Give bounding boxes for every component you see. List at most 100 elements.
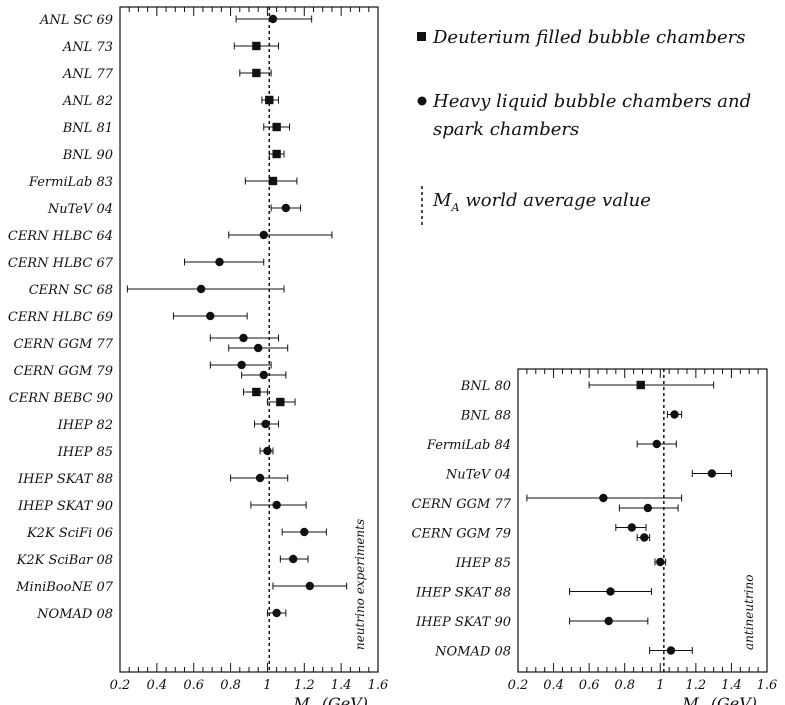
data-point-square [636,380,645,390]
experiment-label: NuTeV 04 [445,468,511,483]
data-point-square [276,397,285,407]
experiment-label: CERN GGM 77 [412,497,512,512]
data-point-circle [606,587,615,596]
x-tick-label: 1.4 [331,678,352,693]
experiment-label: BNL 80 [460,379,511,394]
x-tick-label: 1 [656,678,664,693]
data-point-circle [259,230,268,240]
experiment-label: IHEP SKAT 88 [415,586,511,601]
legend-circle-marker [417,96,427,106]
data-point-square [272,149,281,159]
data-point-circle [272,500,281,510]
experiment-label: CERN GGM 79 [412,527,512,542]
experiment-label: NOMAD 08 [36,607,113,622]
experiment-label: IHEP 85 [455,556,511,571]
experiment-label: CERN GGM 79 [14,364,114,379]
data-point-circle [268,14,278,24]
data-point-circle [261,419,270,429]
experiment-label: BNL 90 [62,148,113,163]
side-label: neutrino experiments [353,519,367,650]
experiment-label: CERN HLBC 64 [8,229,113,244]
data-point-square [252,387,261,397]
data-point-circle [259,370,268,380]
data-point-circle [196,284,206,294]
antineutrino-panel: 0.2 0.4 0.6 0.8 1 1.2 1.4 1.6MA(GeV) antineutrin… [412,368,778,705]
x-tick-label: 1.2 [294,678,315,693]
experiment-label: ANL 77 [62,67,114,82]
x-tick-label: 0.4 [147,678,168,693]
data-point-circle [263,446,272,456]
data-point-circle [656,557,665,567]
data-point-circle [281,203,291,213]
legend: Deuterium filled bubble chambers Heavy l… [417,27,751,228]
data-point-square [265,95,274,105]
x-tick-label: 0.2 [508,678,529,693]
data-point-circle [289,554,298,564]
data-point-circle [643,503,653,513]
data-point-circle [652,439,661,449]
data-point-circle [239,333,248,343]
data-point-circle [272,608,281,618]
plot-frame [119,6,379,673]
experiment-label: NOMAD 08 [434,645,511,660]
side-label: antineutrino [742,575,756,650]
x-axis-title: MA(GeV) [292,694,368,705]
data-point-circle [255,473,265,483]
x-axis-title: MA(GeV) [681,694,757,705]
x-tick-label: 0.8 [614,678,635,693]
data-point-circle [254,343,263,353]
x-tick-label: 1 [263,678,271,693]
experiment-label: MiniBooNE 07 [15,580,113,595]
experiment-label: IHEP SKAT 88 [17,472,113,487]
plot-frame [517,368,768,673]
experiment-label: ANL SC 69 [39,13,113,28]
experiment-label: FermiLab 83 [28,175,113,190]
experiment-label: K2K SciBar 08 [16,553,113,568]
data-point-circle [707,469,717,478]
x-tick-label: 0.8 [220,678,241,693]
experiment-label: CERN BEBC 90 [9,391,113,406]
data-point-circle [640,533,649,542]
data-point-circle [604,616,613,626]
experiment-label: CERN HLBC 69 [8,310,113,325]
experiment-label: NuTeV 04 [47,202,113,217]
x-tick-label: 1.6 [757,678,778,693]
legend-square-marker [417,32,426,41]
experiment-label: IHEP 85 [57,445,113,460]
data-point-square [268,176,278,186]
experiment-label: CERN GGM 77 [14,337,114,352]
data-point-square [252,41,261,51]
experiment-label: ANL 73 [62,40,113,55]
legend-average-label: MA world average value [432,190,651,214]
data-point-circle [627,523,637,532]
x-tick-label: 1.2 [686,678,707,693]
legend-heavy-liquid-label-line1: Heavy liquid bubble chambers and [432,91,751,112]
experiment-label: CERN SC 68 [29,283,113,298]
experiment-label: ANL 82 [62,94,113,109]
experiment-label: K2K SciFi 06 [26,526,113,541]
x-tick-label: 0.6 [579,678,600,693]
x-tick-label: 0.4 [543,678,564,693]
data-point-circle [237,360,246,370]
data-point-circle [599,493,608,503]
experiment-label: BNL 88 [460,409,511,424]
data-point-circle [666,646,676,655]
data-point-circle [206,311,215,321]
data-point-circle [215,257,224,267]
x-tick-label: 1.4 [721,678,742,693]
data-point-square [272,122,281,132]
legend-deuterium-label: Deuterium filled bubble chambers [432,27,746,48]
x-tick-label: 0.2 [110,678,131,693]
data-point-circle [670,410,679,419]
data-point-circle [300,527,309,537]
x-tick-label: 1.6 [368,678,389,693]
experiment-label: CERN HLBC 67 [8,256,114,271]
experiment-label: BNL 81 [62,121,113,136]
experiment-label: FermiLab 84 [426,438,511,453]
experiment-label: IHEP 82 [57,418,113,433]
data-point-circle [305,581,315,591]
legend-heavy-liquid-label-line2: spark chambers [433,119,579,140]
data-point-square [252,68,261,78]
experiment-label: IHEP SKAT 90 [17,499,113,514]
